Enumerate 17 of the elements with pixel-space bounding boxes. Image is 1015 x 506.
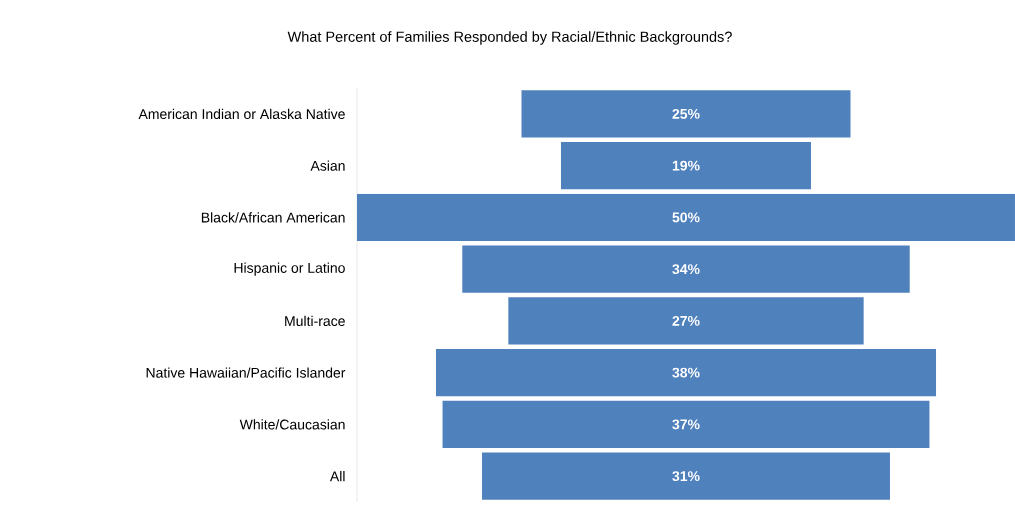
category-label: White/Caucasian bbox=[239, 419, 345, 430]
category-label: American Indian or Alaska Native bbox=[138, 108, 345, 120]
category-label: Asian bbox=[310, 160, 345, 171]
category-label: Black/African American bbox=[201, 212, 345, 223]
category-label: Hispanic or Latino bbox=[234, 262, 345, 276]
data-label: 19% bbox=[672, 160, 700, 171]
text: What Percent of Families Responded by Racial/Ethnic Backgrounds? bbox=[287, 31, 732, 45]
data-label: 50% bbox=[672, 212, 700, 223]
category-label: Multi-race bbox=[285, 315, 345, 327]
data-label: 34% bbox=[672, 264, 700, 275]
data-label: 31% bbox=[672, 471, 700, 482]
data-label: 25% bbox=[672, 108, 700, 119]
category-label: All bbox=[329, 471, 345, 482]
data-label: 37% bbox=[672, 419, 700, 430]
category-label: Native Hawaiian/Pacific Islander bbox=[146, 367, 346, 378]
data-label: 27% bbox=[672, 315, 700, 326]
data-label: 38% bbox=[672, 367, 700, 378]
